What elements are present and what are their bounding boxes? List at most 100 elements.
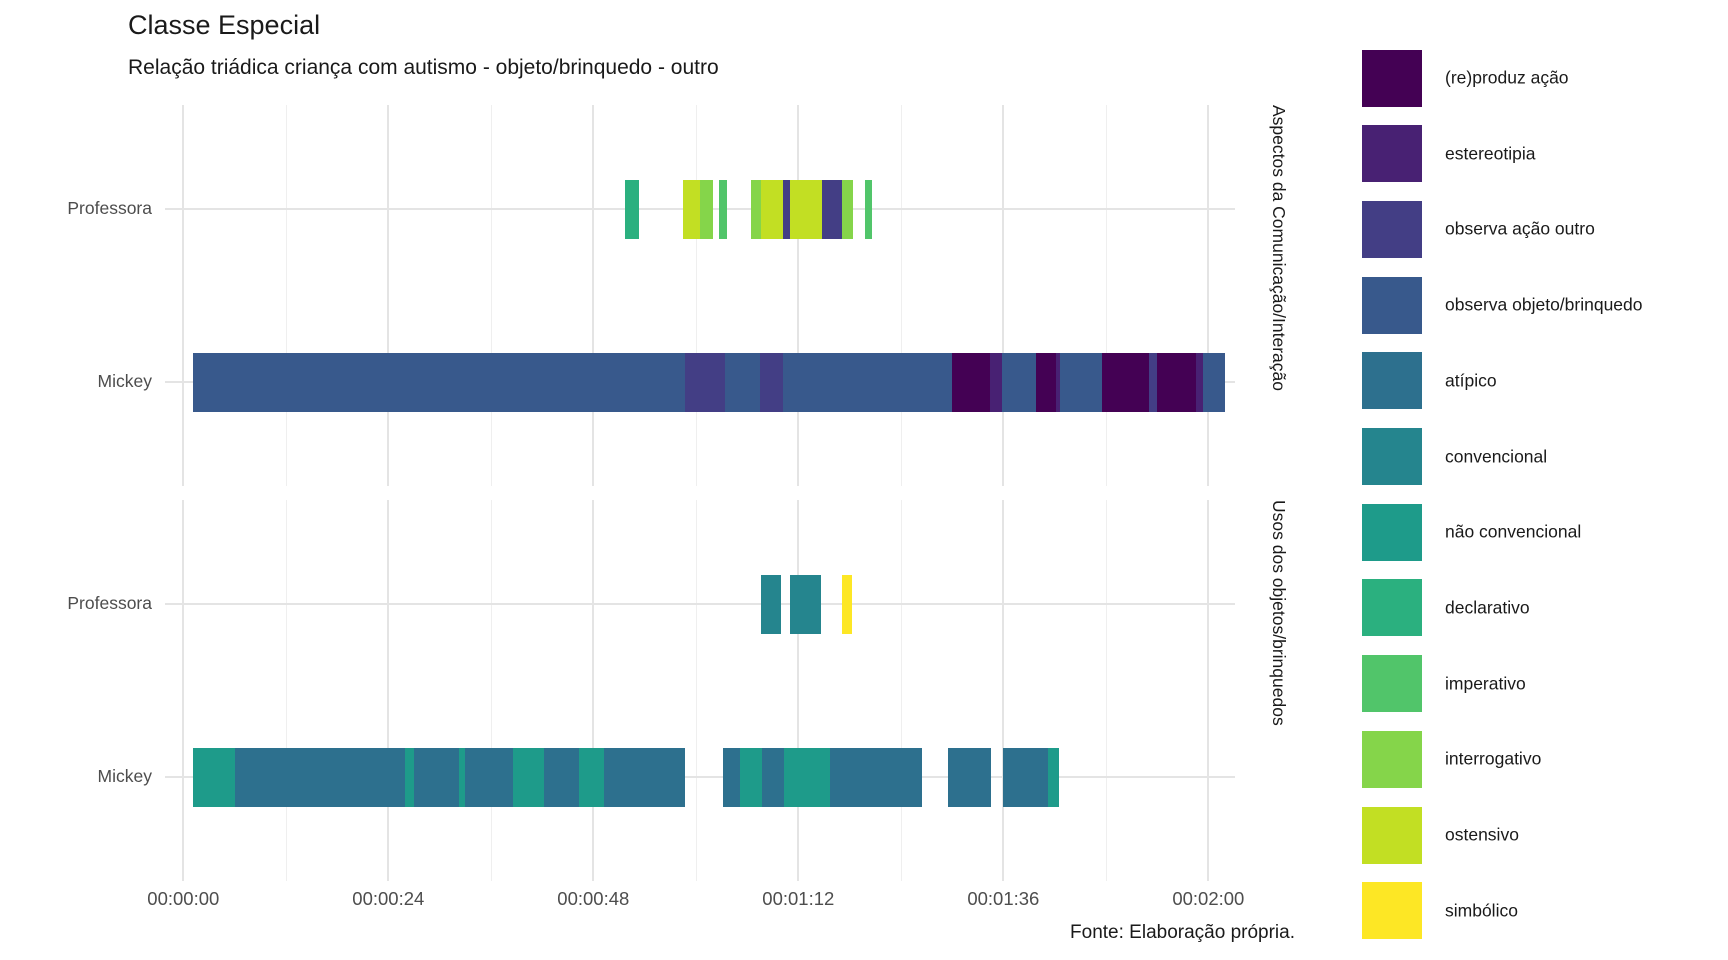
- gridline-minor-vertical: [695, 105, 697, 486]
- x-axis-tick-label: 00:00:24: [352, 888, 425, 909]
- legend: (re)produz ação estereotipia observa ação …: [1362, 0, 1728, 960]
- legend-item: observa ação outro: [1362, 200, 1728, 258]
- timeline-segment: [1203, 352, 1226, 412]
- gridline-major-vertical: [1002, 500, 1005, 881]
- timeline-segment: [782, 179, 790, 239]
- y-axis-label: Professora: [67, 198, 152, 218]
- legend-item: estereotipia: [1362, 125, 1728, 183]
- timeline-segment: [789, 179, 823, 239]
- timeline-segment: [822, 179, 842, 239]
- timeline-segment: [864, 179, 872, 239]
- legend-swatch: [1362, 352, 1422, 410]
- legend-item: ostensivo: [1362, 806, 1728, 864]
- legend-label: observa ação outro: [1445, 218, 1595, 239]
- x-axis-tick-label: 00:00:48: [557, 888, 630, 909]
- legend-label: convencional: [1445, 446, 1548, 466]
- timeline-segment: [782, 352, 953, 412]
- legend-label: imperativo: [1445, 673, 1526, 694]
- gridline-major-vertical: [182, 105, 185, 486]
- caption-source: Fonte: Elaboração própria.: [1070, 922, 1295, 943]
- legend-item: observa objeto/brinquedo: [1362, 276, 1728, 334]
- timeline-segment: [465, 747, 513, 807]
- legend-swatch: [1362, 882, 1422, 940]
- legend-item: simbólico: [1362, 882, 1728, 940]
- legend-label: (re)produz ação: [1445, 67, 1569, 88]
- y-axis-label: Mickey: [97, 371, 152, 391]
- plot-subtitle: Relação triádica criança com autismo - o…: [128, 56, 719, 79]
- gridline-major-vertical: [387, 105, 390, 486]
- timeline-segment: [761, 747, 784, 807]
- timeline-segment: [234, 747, 405, 807]
- timeline-segment: [1003, 747, 1048, 807]
- timeline-segment: [740, 747, 762, 807]
- facet-strip-label: Aspectos da Comunicação/Interação: [1269, 105, 1289, 391]
- timeline-segment: [760, 574, 782, 634]
- legend-item: declarativo: [1362, 579, 1728, 637]
- gridline-major-vertical: [1207, 105, 1210, 486]
- legend-item: imperativo: [1362, 655, 1728, 713]
- timeline-segment: [192, 352, 685, 412]
- timeline-segment: [413, 747, 460, 807]
- legend-item: (re)produz ação: [1362, 49, 1728, 107]
- gridline-minor-vertical: [285, 500, 287, 881]
- legend-swatch: [1362, 276, 1422, 334]
- legend-label: atípico: [1445, 370, 1497, 391]
- timeline-segment: [841, 574, 853, 634]
- plot-title: Classe Especial: [128, 10, 321, 40]
- timeline-segment: [624, 179, 639, 239]
- legend-item: atípico: [1362, 352, 1728, 410]
- gridline-major-vertical: [182, 500, 185, 881]
- timeline-segment: [459, 747, 466, 807]
- gridline-major-vertical: [387, 500, 390, 881]
- legend-item: convencional: [1362, 428, 1728, 485]
- gridline-major-vertical: [1207, 500, 1210, 881]
- timeline-segment: [1102, 352, 1149, 412]
- legend-item: interrogativo: [1362, 730, 1728, 788]
- timeline-segment: [1196, 352, 1204, 412]
- legend-swatch: [1362, 503, 1422, 561]
- timeline-segment: [724, 352, 760, 412]
- legend-swatch: [1362, 655, 1422, 713]
- timeline-segment: [1059, 352, 1103, 412]
- timeline-segment: [841, 179, 853, 239]
- timeline-segment: [989, 352, 1002, 412]
- timeline-segment: [1157, 352, 1197, 412]
- gridline-major-horizontal: [165, 603, 1235, 605]
- timeline-segment: [192, 747, 235, 807]
- legend-label: não convencional: [1445, 521, 1582, 542]
- timeline-segment: [1148, 352, 1158, 412]
- facet-panel: [165, 500, 1235, 881]
- gridline-minor-vertical: [1105, 105, 1107, 486]
- legend-label: declarativo: [1445, 597, 1530, 618]
- timeline-segment: [513, 747, 544, 807]
- timeline-segment: [603, 747, 685, 807]
- legend-swatch: [1362, 125, 1422, 183]
- gridline-minor-vertical: [695, 500, 697, 881]
- timeline-segment: [829, 747, 923, 807]
- timeline-segment: [700, 179, 713, 239]
- legend-swatch: [1362, 806, 1422, 864]
- facet-strip-label: Usos dos objetos/brinquedos: [1269, 500, 1289, 726]
- legend-swatch: [1362, 579, 1422, 637]
- legend-label: estereotipia: [1445, 143, 1536, 164]
- timeline-segment: [683, 179, 701, 239]
- gridline-minor-vertical: [490, 105, 492, 486]
- timeline-segment: [718, 179, 727, 239]
- legend-item: não convencional: [1362, 503, 1728, 561]
- gridline-major-vertical: [1002, 105, 1005, 486]
- gridline-minor-vertical: [1105, 500, 1107, 881]
- gridline-major-vertical: [797, 500, 800, 881]
- gridline-major-vertical: [592, 105, 595, 486]
- x-axis-tick-label: 00:01:36: [967, 888, 1040, 909]
- gridline-minor-vertical: [900, 500, 902, 881]
- timeline-segment: [1001, 352, 1036, 412]
- gridline-major-horizontal: [165, 776, 1235, 778]
- timeline-segment: [1035, 352, 1057, 412]
- timeline-segment: [1056, 352, 1060, 412]
- gridline-minor-vertical: [490, 500, 492, 881]
- facet-panel: [165, 105, 1235, 486]
- timeline-segment: [543, 747, 579, 807]
- legend-swatch: [1362, 49, 1422, 107]
- legend-swatch: [1362, 730, 1422, 788]
- timeline-segment: [684, 352, 725, 412]
